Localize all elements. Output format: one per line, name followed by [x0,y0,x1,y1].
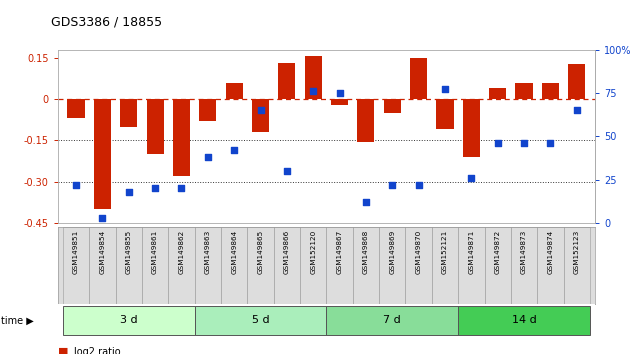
Bar [515,82,532,99]
Point [519,141,529,146]
Point [229,147,239,153]
Bar [221,227,247,304]
Bar [300,227,326,304]
Bar [379,227,406,304]
Bar [357,99,374,142]
Bar [142,227,168,304]
Bar [147,99,164,154]
Text: GSM149870: GSM149870 [415,230,422,274]
Point [413,182,424,188]
Bar [67,99,84,118]
Text: 7 d: 7 d [383,315,401,325]
Point [335,90,345,96]
Text: GSM149869: GSM149869 [389,230,396,274]
Bar [564,227,590,304]
Bar [511,227,537,304]
Bar [326,306,458,335]
Text: GDS3386 / 18855: GDS3386 / 18855 [51,15,163,28]
Point [177,185,187,191]
Bar [432,227,458,304]
Bar [168,227,195,304]
Bar [568,64,586,99]
Text: GSM149862: GSM149862 [179,230,184,274]
Bar [173,99,190,176]
Text: GSM152123: GSM152123 [573,230,580,274]
Text: GSM149855: GSM149855 [125,230,132,274]
Point [282,168,292,174]
Bar [484,227,511,304]
Text: GSM149866: GSM149866 [284,230,290,274]
Bar [278,63,296,99]
Bar [305,56,322,99]
Text: GSM149874: GSM149874 [547,230,554,274]
Point [440,87,450,92]
Bar [94,99,111,209]
Point [387,182,397,188]
Text: GSM149868: GSM149868 [363,230,369,274]
Bar [384,99,401,113]
Text: GSM149871: GSM149871 [468,230,474,274]
Bar [252,99,269,132]
Point [203,154,213,160]
Point [361,199,371,205]
Bar [89,227,116,304]
Bar [458,227,484,304]
Text: GSM149861: GSM149861 [152,230,158,274]
Point [308,88,318,94]
Point [150,185,160,191]
Text: 3 d: 3 d [120,315,138,325]
Bar [458,306,590,335]
Text: GSM149854: GSM149854 [99,230,106,274]
Bar [120,99,138,127]
Bar [406,227,432,304]
Text: time ▶: time ▶ [1,315,33,325]
Text: GSM149864: GSM149864 [231,230,237,274]
Text: 14 d: 14 d [511,315,536,325]
Bar [537,227,564,304]
Bar [63,227,89,304]
Bar [195,227,221,304]
Text: GSM149867: GSM149867 [337,230,342,274]
Point [97,215,108,221]
Bar [226,82,243,99]
Bar [410,58,428,99]
Text: GSM152121: GSM152121 [442,230,448,274]
Bar [331,99,348,105]
Point [124,189,134,195]
Bar [463,99,480,157]
Bar [247,227,274,304]
Text: GSM149865: GSM149865 [257,230,264,274]
Text: GSM149863: GSM149863 [205,230,211,274]
Text: log2 ratio: log2 ratio [74,347,120,354]
Bar [274,227,300,304]
Bar [436,99,454,130]
Bar [63,306,195,335]
Text: ■: ■ [58,347,68,354]
Bar [542,82,559,99]
Text: GSM152120: GSM152120 [310,230,316,274]
Text: 5 d: 5 d [252,315,269,325]
Text: GSM149851: GSM149851 [73,230,79,274]
Point [493,141,503,146]
Bar [199,99,216,121]
Point [71,182,81,188]
Point [255,107,266,113]
Bar [195,306,326,335]
Point [572,107,582,113]
Point [466,175,476,181]
Bar [326,227,353,304]
Bar [353,227,379,304]
Bar [489,88,506,99]
Bar [116,227,142,304]
Text: GSM149872: GSM149872 [495,230,500,274]
Point [545,141,556,146]
Text: GSM149873: GSM149873 [521,230,527,274]
